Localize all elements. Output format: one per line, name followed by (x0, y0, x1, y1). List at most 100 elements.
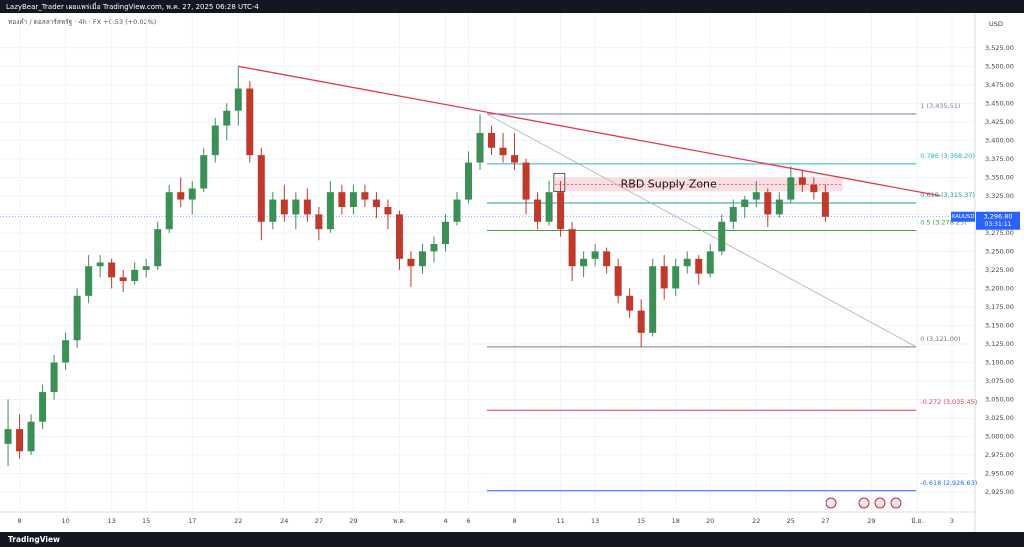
x-tick-label: 13 (591, 517, 599, 525)
fib-label: -0.618 (2,926.63) (920, 479, 977, 487)
x-tick-label: พ.ค. (393, 517, 406, 525)
candle-body (211, 125, 219, 156)
y-tick-label: 3,225.00 (985, 266, 1014, 274)
x-tick-label: 18 (672, 517, 680, 525)
candle-body (741, 199, 749, 207)
x-tick-label: 8 (512, 517, 516, 525)
candle-body (672, 266, 680, 289)
candle-body (787, 177, 795, 200)
y-tick-label: 3,525.00 (985, 44, 1014, 52)
currency: USD (989, 20, 1003, 28)
candle-body (821, 192, 829, 217)
candle-body (349, 192, 357, 207)
x-tick-label: 24 (280, 517, 288, 525)
supply-zone (554, 177, 843, 192)
candle-body (614, 266, 622, 296)
x-tick-label: 27 (315, 517, 323, 525)
x-tick-label: 29 (867, 517, 875, 525)
bottom-bar (0, 532, 1024, 547)
candle-body (280, 199, 288, 215)
y-tick-label: 3,400.00 (985, 136, 1014, 144)
candle-body (73, 295, 81, 341)
x-tick-label: 22 (234, 517, 242, 525)
candle-body (522, 162, 530, 200)
candle-body (798, 177, 806, 185)
event-icon (874, 497, 886, 509)
event-icon (825, 497, 837, 509)
fib-label: 1 (3,435.51) (920, 102, 960, 110)
candle-body (603, 251, 611, 267)
x-tick-label: 20 (706, 517, 714, 525)
candle-body (188, 188, 196, 200)
x-tick-label: 15 (142, 517, 150, 525)
y-tick-label: 3,275.00 (985, 229, 1014, 237)
y-tick-label: 2,950.00 (985, 470, 1014, 478)
x-tick-label: 8 (17, 517, 21, 525)
candle-body (580, 258, 588, 267)
x-tick-label: 25 (787, 517, 795, 525)
fib-label: 0 (3,121.00) (920, 335, 960, 343)
symbol-info: ทองคำ / ดอลลาร์สหรัฐ · 4h · FX +0.53 (+0… (8, 18, 156, 26)
trendline (238, 65, 941, 197)
candle-body (775, 199, 783, 215)
countdown: 03:31:11 (985, 221, 1012, 228)
y-tick-label: 3,425.00 (985, 118, 1014, 126)
fib-label: -0.272 (3,035.45) (920, 398, 977, 406)
candle-body (729, 206, 737, 222)
fib-label: 0.5 (3,278.25) (920, 218, 966, 226)
origin-box (553, 172, 566, 192)
candle-body (568, 229, 576, 267)
zone-label: RBD Supply Zone (621, 177, 717, 190)
x-tick-label: 13 (108, 517, 116, 525)
candle-body (718, 221, 726, 252)
candle-body (706, 251, 714, 274)
x-tick-label: 29 (349, 517, 357, 525)
y-tick-label: 3,500.00 (985, 62, 1014, 70)
x-tick-label: 15 (637, 517, 645, 525)
x-tick-label: 6 (466, 517, 470, 525)
y-tick-label: 3,175.00 (985, 303, 1014, 311)
candle-body (545, 192, 553, 222)
candle-body (292, 199, 300, 215)
candle-body (4, 429, 12, 444)
candle-body (418, 251, 426, 267)
candle-body (27, 421, 35, 452)
candle-body (142, 266, 150, 270)
price-tag-text: 3,296.80 (984, 213, 1013, 221)
candle-body (85, 266, 93, 296)
candle-body (108, 262, 116, 278)
symbol-tag-text: XAUUSD (951, 214, 974, 220)
candle-body (315, 214, 323, 230)
candle-body (303, 199, 311, 215)
x-tick-label: 10 (61, 517, 69, 525)
candle-body (465, 162, 473, 200)
y-tick-label: 3,000.00 (985, 432, 1014, 440)
candle-body (591, 251, 599, 259)
candle-body (338, 192, 346, 207)
candle-body (511, 155, 519, 163)
y-tick-label: 3,100.00 (985, 358, 1014, 366)
candle-body (499, 147, 507, 156)
candle-body (695, 258, 703, 274)
x-tick-label: 3 (950, 517, 954, 525)
candle-body (384, 206, 392, 215)
event-icon (890, 497, 902, 509)
y-tick-label: 3,025.00 (985, 414, 1014, 422)
fib-label: 0.618 (3,315.37) (920, 191, 975, 199)
candle-body (488, 132, 496, 148)
candle-body (430, 243, 438, 252)
y-tick-label: 2,925.00 (985, 488, 1014, 496)
candle-body (257, 155, 265, 222)
candle-body (637, 310, 645, 333)
candle-body (119, 277, 127, 282)
candle-body (326, 192, 334, 230)
candle-body (810, 184, 818, 193)
candle-body (476, 132, 484, 163)
x-tick-label: 22 (752, 517, 760, 525)
top-bar (0, 0, 1024, 13)
candle-body (660, 266, 668, 289)
candle-body (131, 269, 139, 282)
y-tick-label: 3,150.00 (985, 321, 1014, 329)
